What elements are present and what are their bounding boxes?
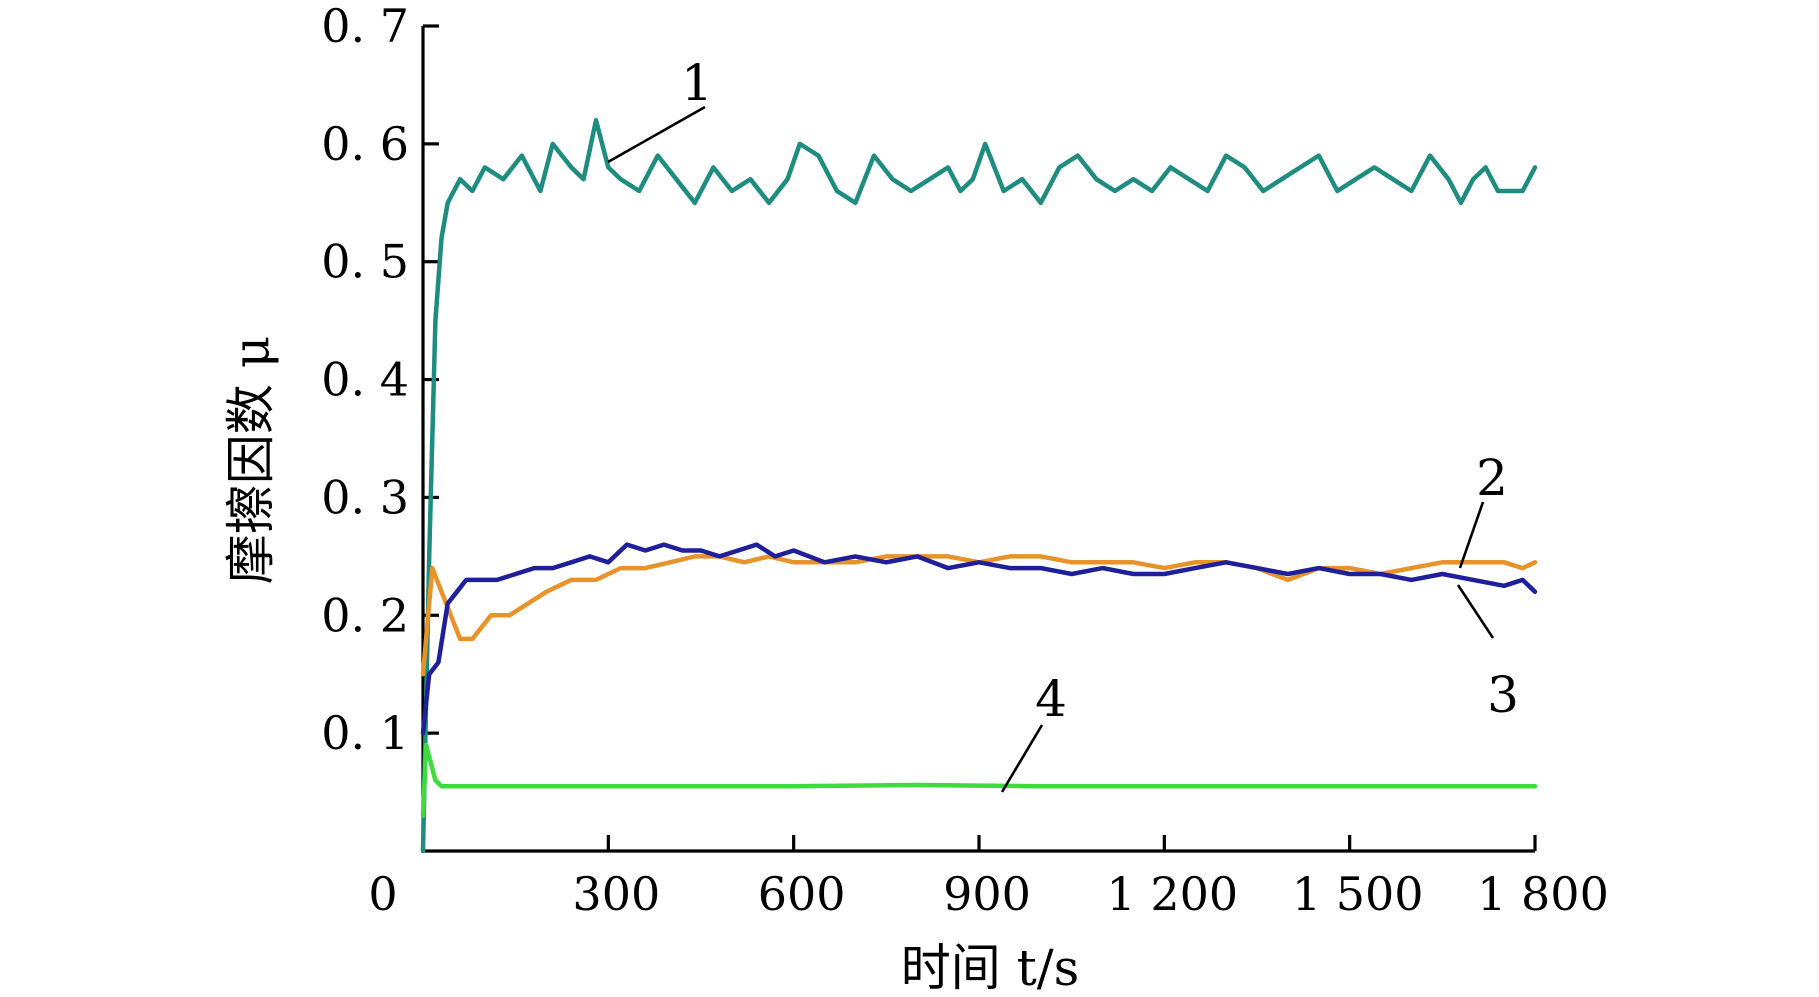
x-ticks: 0 300 600 900 1 200 1 500 1 800: [368, 835, 1609, 921]
y-axis-title: 摩擦因数 μ: [222, 336, 280, 584]
series-group: [420, 118, 1538, 854]
series-leader-lines: [607, 105, 1495, 793]
leader-line-1: [607, 105, 706, 164]
series-line-2: [420, 554, 1538, 677]
y-tick-label: 0. 6: [321, 117, 409, 171]
series-label-4: 4: [1035, 670, 1067, 728]
leader-line-2: [1458, 501, 1485, 569]
series-line-1: [420, 118, 1538, 854]
y-tick-label: 0. 2: [321, 588, 409, 642]
y-tick-label: 0. 4: [321, 353, 409, 407]
x-tick-label: 1 500: [1292, 867, 1424, 921]
x-tick-label: 1 800: [1477, 867, 1609, 921]
x-tick-label: 900: [943, 867, 1031, 921]
x-tick-label: 0: [368, 867, 397, 921]
leader-line-3: [1456, 584, 1495, 639]
y-tick-label: 0. 7: [321, 0, 409, 53]
series-labels: 1 2 3 4: [681, 54, 1519, 728]
y-tick-label: 0. 5: [321, 235, 409, 289]
leader-line-4: [1000, 724, 1044, 793]
y-tick-label: 0. 1: [321, 706, 409, 760]
y-ticks: 0. 1 0. 2 0. 3 0. 4 0. 5 0. 6 0. 7: [321, 0, 439, 760]
series-label-2: 2: [1476, 449, 1508, 507]
y-tick-label: 0. 3: [321, 470, 409, 524]
series-label-3: 3: [1487, 666, 1519, 724]
x-axis-title: 时间 t/s: [901, 939, 1080, 997]
x-tick-label: 300: [572, 867, 660, 921]
series-line-3: [420, 542, 1538, 736]
x-tick-label: 1 200: [1106, 867, 1238, 921]
series-label-1: 1: [681, 54, 713, 112]
x-tick-label: 600: [758, 867, 846, 921]
series-line-4: [420, 742, 1538, 818]
